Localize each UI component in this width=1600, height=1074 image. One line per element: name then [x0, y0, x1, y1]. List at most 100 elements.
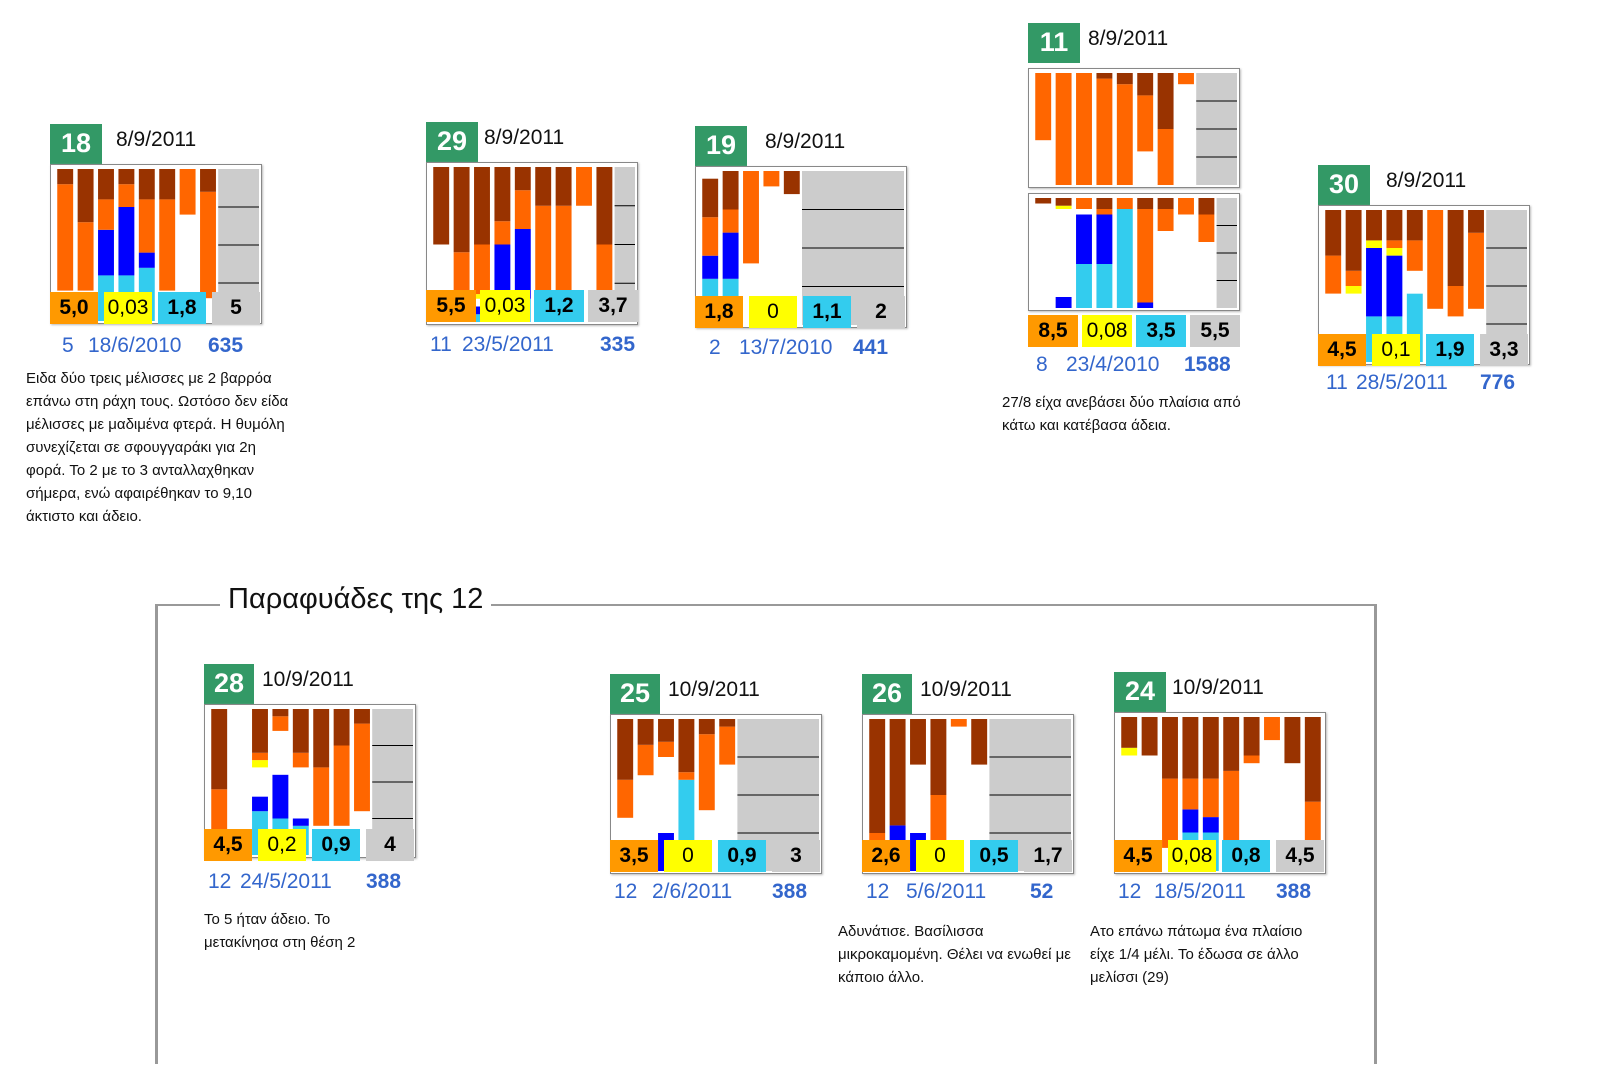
frame-4-honey-segment	[678, 772, 695, 780]
frame-6-sealed-honey-segment	[1223, 717, 1240, 771]
frame-4-honey-segment	[1182, 778, 1199, 810]
stat-honey: 4,5	[1114, 840, 1162, 872]
frames-svg	[1035, 198, 1237, 308]
frame-3-brood-segment	[1076, 214, 1092, 264]
frame-3-sealed-honey-segment	[1366, 210, 1382, 241]
frame-3-sealed-honey-segment	[252, 709, 268, 753]
frame-4-honey-segment	[763, 171, 780, 187]
frame-5-brood-segment	[292, 818, 309, 826]
frame-4-honey-segment	[1096, 78, 1113, 185]
frame-8-honey-segment	[1178, 73, 1194, 85]
hive-number-badge: 18	[50, 124, 102, 164]
stat-varroa: 0	[749, 296, 797, 328]
stat-honey: 5,5	[426, 290, 476, 322]
origin-date: 18/5/2011	[1154, 880, 1246, 903]
frame-2-empty-comb-segment	[231, 709, 248, 855]
frame-3-brood-segment	[1366, 248, 1382, 317]
frame-5-honey-segment	[1116, 84, 1133, 185]
origin-number: 5	[62, 334, 74, 357]
frame-3-sealed-honey-segment	[98, 169, 114, 200]
stat-frames: 4,5	[1276, 840, 1324, 872]
hive-number-badge: 11	[1028, 23, 1080, 63]
stat-frames: 3,7	[588, 290, 638, 322]
stat-honey: 3,5	[610, 840, 658, 872]
frame-7-sealed-honey-segment	[1157, 73, 1174, 129]
frame-2-honey-segment	[722, 209, 739, 233]
frame-5-sealed-honey-segment	[783, 171, 800, 195]
frame-1-honey-segment	[1035, 73, 1052, 141]
frame-3-sealed-honey-segment	[658, 719, 674, 742]
stat-brood: 0,8	[1222, 840, 1270, 872]
frame-9-sealed-honey-segment	[596, 167, 613, 245]
frame-1-honey-segment	[702, 217, 719, 256]
frame-3-brood-segment	[252, 796, 268, 812]
frame-4-sealed-honey-segment	[272, 709, 289, 717]
origin-date: 5/6/2011	[906, 880, 987, 903]
hive-number-badge: 30	[1318, 165, 1370, 205]
frame-5-brood-segment	[514, 229, 531, 299]
frame-6-honey-segment	[1137, 95, 1154, 152]
bee-count: 388	[1276, 880, 1312, 903]
bee-count: 441	[853, 336, 889, 359]
frame-5-empty-comb-segment	[1406, 270, 1423, 294]
frame-7-empty-comb-segment	[1157, 231, 1174, 308]
frame-3-honey-segment	[474, 244, 490, 295]
origin-date: 24/5/2011	[240, 870, 332, 893]
stat-varroa: 0,03	[104, 292, 152, 324]
frame-3-sealed-honey-segment	[910, 719, 926, 765]
frame-1-honey-segment	[617, 779, 634, 818]
frame-1-sealed-honey-segment	[702, 178, 719, 218]
frame-4-honey-cap-segment	[1386, 248, 1403, 256]
inspection-date: 10/9/2011	[668, 678, 760, 701]
frame-4-honey-segment	[272, 716, 289, 731]
hive-number-badge: 25	[610, 674, 660, 714]
hive-note: Ειδα δύο τρεις μέλισσες με 2 βαρρόα επάν…	[26, 370, 289, 525]
frame-5-honey-segment	[292, 752, 309, 768]
stat-brood: 1,1	[803, 296, 851, 328]
frame-3-honey-segment	[743, 171, 759, 264]
frame-4-sealed-honey-segment	[494, 167, 511, 222]
frame-5-honey-segment	[138, 199, 155, 253]
frame-3-empty-comb-segment	[1076, 209, 1092, 215]
stat-varroa: 0,03	[480, 290, 530, 322]
frame-4-sealed-honey-segment	[1096, 198, 1113, 209]
inspection-date: 8/9/2011	[1088, 27, 1169, 50]
frame-5-honey-segment	[950, 719, 967, 727]
frame-1-honey-segment	[57, 184, 74, 291]
frame-5-empty-comb-segment	[292, 767, 309, 819]
frame-4-sealed-honey-segment	[930, 719, 947, 795]
stat-brood: 1,8	[158, 292, 206, 324]
frame-4-honey-segment	[1096, 209, 1113, 215]
origin-number: 8	[1036, 353, 1048, 376]
stat-brood: 3,5	[1136, 315, 1186, 347]
origin-date: 18/6/2010	[88, 334, 182, 357]
origin-number: 12	[208, 870, 232, 893]
stat-frames: 3,3	[1480, 334, 1528, 366]
hive-note: Αδυνάτισε. Βασίλισσα μικροκαμομένη. Θέλε…	[838, 923, 1071, 986]
frame-1-honey-segment	[211, 789, 228, 834]
frame-4-sealed-honey-segment	[678, 719, 695, 773]
frame-1-sealed-honey-segment	[1121, 717, 1138, 748]
inspection-date: 10/9/2011	[1172, 676, 1264, 699]
stat-varroa: 0,1	[1372, 334, 1420, 366]
frame-9-sealed-honey-segment	[1198, 198, 1215, 215]
stat-varroa: 0,2	[258, 829, 306, 861]
frame-6-sealed-honey-segment	[535, 167, 552, 206]
frame-5-sealed-honey-segment	[1116, 73, 1133, 85]
frame-1-empty-comb-segment	[1035, 140, 1052, 185]
origin-date: 23/5/2011	[462, 333, 554, 356]
frame-5-sealed-honey-segment	[514, 167, 531, 191]
frame-4-honey-segment	[118, 184, 135, 207]
frame-1-sealed-honey-segment	[57, 169, 74, 185]
frame-6-sealed-honey-segment	[971, 719, 988, 765]
frame-8-sealed-honey-segment	[1468, 210, 1484, 233]
frame-1-sealed-honey-segment	[211, 709, 228, 790]
frame-3-empty-comb-segment	[910, 764, 926, 833]
frame-5-sealed-honey-segment	[138, 169, 155, 200]
stat-frames: 3	[772, 840, 820, 872]
frame-5-honey-segment	[514, 190, 531, 229]
frame-2-honey-segment	[1345, 270, 1362, 286]
hive-number-badge: 29	[426, 122, 478, 162]
hive-number-badge: 19	[695, 126, 747, 166]
frame-5-sealed-honey-segment	[292, 709, 309, 753]
